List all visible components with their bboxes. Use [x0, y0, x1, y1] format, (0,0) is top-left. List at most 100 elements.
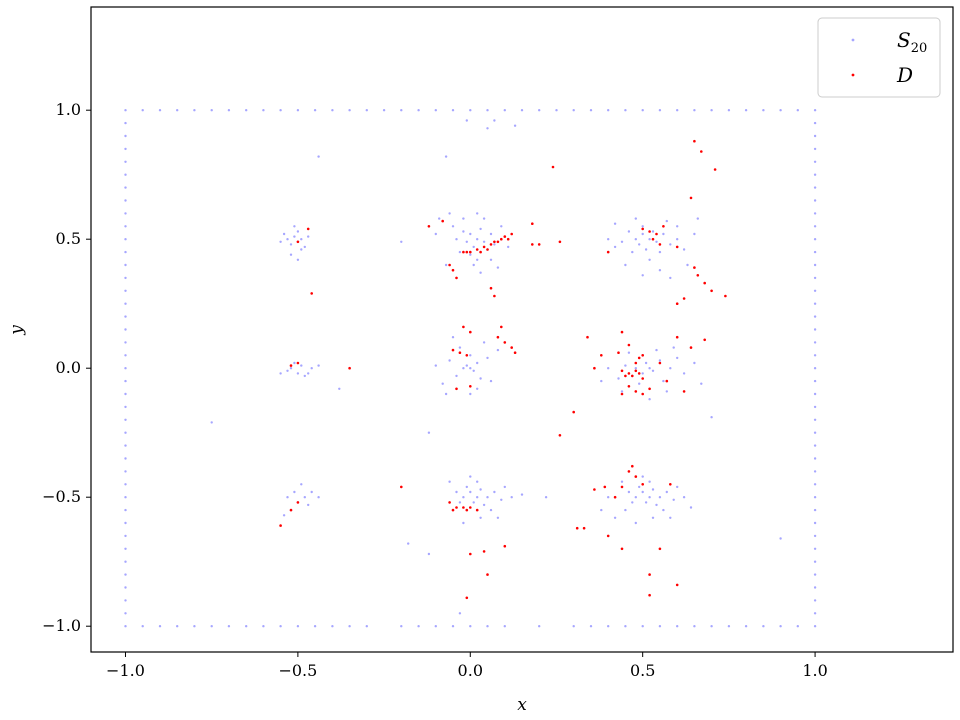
series-0-point-78 — [813, 625, 817, 628]
series-0-point-27 — [589, 109, 593, 112]
series-0-point-24 — [538, 109, 541, 112]
series-0-point-358 — [600, 508, 603, 512]
series-0-point-109 — [124, 508, 127, 512]
series-0-point-112 — [124, 547, 127, 550]
series-0-point-164 — [303, 245, 306, 249]
series-1-point-103 — [482, 550, 486, 553]
series-1-point-67 — [558, 434, 562, 437]
series-0-point-299 — [672, 346, 675, 349]
series-0-point-221 — [438, 217, 441, 220]
series-1-point-55 — [462, 325, 465, 329]
series-0-point-40 — [813, 109, 817, 112]
series-0-point-188 — [282, 514, 286, 517]
series-0-point-42 — [141, 625, 144, 628]
series-0-point-161 — [300, 238, 303, 241]
series-1-point-49 — [682, 297, 686, 300]
series-1-point-82 — [641, 392, 644, 396]
legend-marker-d — [851, 73, 855, 77]
series-0-point-73 — [727, 625, 731, 628]
series-0-point-79 — [124, 121, 127, 125]
series-0-point-6 — [227, 109, 231, 112]
series-0-point-324 — [496, 516, 500, 519]
series-0-point-314 — [489, 508, 493, 512]
series-1-point-122 — [658, 547, 662, 551]
series-1-point-92 — [703, 338, 706, 342]
series-1-point-65 — [513, 351, 517, 355]
series-0-point-167 — [307, 235, 310, 238]
series-1-point-30 — [451, 268, 455, 272]
series-0-point-264 — [455, 374, 458, 378]
series-0-point-210 — [469, 253, 472, 256]
series-0-point-200 — [462, 230, 465, 233]
series-0-point-245 — [665, 219, 668, 223]
series-1-point-114 — [593, 488, 596, 491]
series-1-point-33 — [493, 294, 496, 298]
series-0-point-287 — [638, 382, 641, 385]
series-1-point-8 — [279, 524, 282, 527]
series-0-point-46 — [210, 625, 213, 628]
series-0-point-16 — [400, 109, 403, 112]
series-0-point-296 — [665, 390, 668, 393]
y-tick-label-4: 1.0 — [56, 100, 81, 119]
series-1-point-41 — [658, 243, 662, 246]
series-0-point-335 — [627, 490, 631, 494]
series-0-point-201 — [469, 232, 472, 236]
series-0-point-134 — [813, 328, 817, 331]
series-1-point-105 — [469, 552, 472, 556]
series-0-point-152 — [813, 560, 817, 563]
series-0-point-277 — [444, 392, 448, 396]
series-0-point-309 — [458, 501, 462, 504]
series-0-point-251 — [607, 238, 610, 241]
series-0-point-192 — [210, 421, 213, 424]
series-0-point-29 — [624, 109, 627, 112]
series-0-point-122 — [813, 173, 817, 176]
series-0-point-190 — [317, 496, 320, 499]
series-0-point-123 — [813, 186, 817, 189]
series-1-point-76 — [620, 369, 624, 373]
series-0-point-38 — [779, 109, 782, 112]
series-1-point-32 — [455, 276, 458, 280]
series-0-point-343 — [620, 480, 624, 483]
series-0-point-331 — [651, 488, 655, 491]
series-0-point-116 — [124, 599, 127, 602]
series-0-point-103 — [124, 431, 127, 434]
series-1-point-34 — [489, 286, 493, 290]
series-1-point-22 — [486, 248, 489, 251]
series-0-point-113 — [124, 560, 127, 563]
series-0-point-262 — [476, 361, 479, 365]
series-0-point-64 — [572, 625, 575, 628]
series-0-point-80 — [124, 134, 127, 138]
series-0-point-148 — [813, 508, 817, 512]
series-0-point-32 — [676, 109, 679, 112]
series-0-point-58 — [434, 625, 437, 628]
series-0-point-4 — [193, 109, 196, 112]
series-0-point-329 — [644, 501, 648, 504]
x-tick-label-2: 0.0 — [458, 661, 483, 680]
series-0-point-2 — [158, 109, 162, 112]
series-0-point-304 — [469, 490, 472, 494]
series-0-point-108 — [124, 496, 127, 499]
legend-label-s20: S20 — [897, 28, 927, 56]
series-0-point-121 — [813, 160, 817, 163]
series-0-point-155 — [813, 599, 817, 602]
series-0-point-191 — [317, 155, 320, 158]
series-0-point-63 — [538, 625, 541, 628]
series-0-point-146 — [813, 483, 817, 486]
series-0-point-218 — [472, 263, 475, 267]
series-0-point-215 — [500, 225, 503, 228]
series-0-point-147 — [813, 496, 817, 499]
series-0-point-128 — [813, 250, 817, 254]
series-0-point-77 — [796, 625, 799, 628]
series-0-point-214 — [451, 225, 455, 228]
series-1-point-50 — [675, 302, 679, 306]
series-0-point-288 — [662, 379, 665, 383]
series-0-point-308 — [479, 488, 482, 491]
series-0-point-330 — [638, 485, 641, 489]
series-0-point-234 — [651, 230, 655, 233]
series-0-point-137 — [813, 367, 817, 370]
series-0-point-1 — [141, 109, 144, 112]
series-0-point-180 — [279, 372, 282, 375]
series-0-point-326 — [634, 496, 637, 499]
series-0-point-133 — [813, 315, 817, 318]
